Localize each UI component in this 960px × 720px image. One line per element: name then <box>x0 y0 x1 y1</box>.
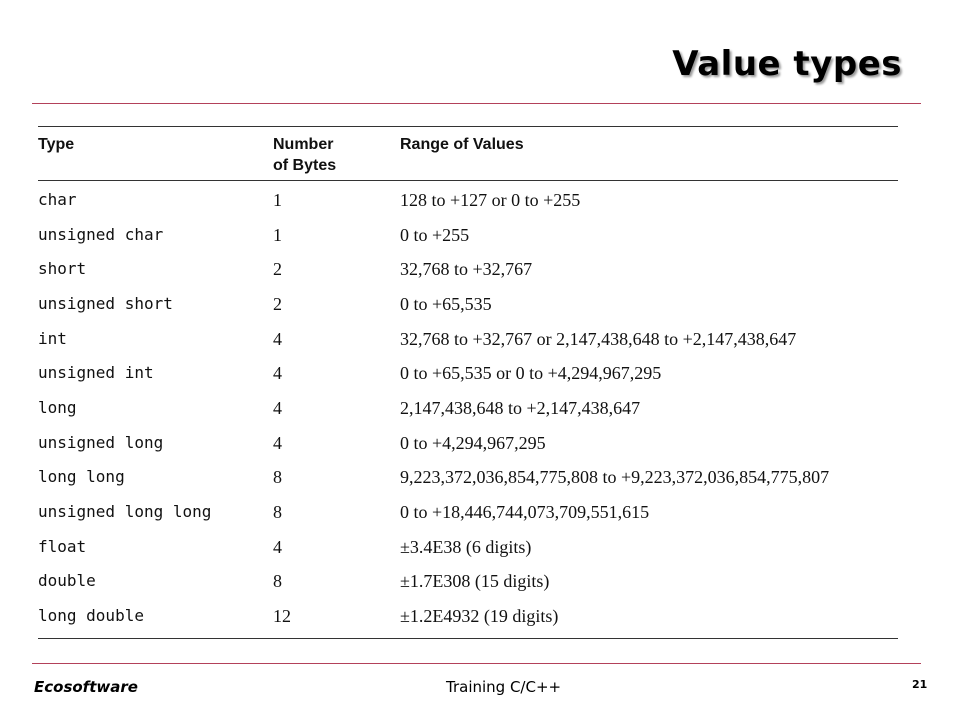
header-bytes-line1: Number <box>273 136 334 153</box>
table-row: long 4 2,147,438,648 to +2,147,438,647 <box>38 391 898 426</box>
cell-range: 0 to +18,446,744,073,709,551,615 <box>400 501 650 522</box>
cell-type: unsigned char <box>38 224 164 244</box>
cell-range: 32,768 to +32,767 or 2,147,438,648 to +2… <box>400 328 797 349</box>
cell-range: 32,768 to +32,767 <box>400 259 533 280</box>
cell-range: ±1.7E308 (15 digits) <box>400 571 550 592</box>
cell-type: unsigned int <box>38 363 154 383</box>
cell-range: 2,147,438,648 to +2,147,438,647 <box>400 397 641 418</box>
cell-range: ±1.2E4932 (19 digits) <box>400 605 559 626</box>
cell-bytes: 8 <box>273 501 282 522</box>
table-row: unsigned long long 8 0 to +18,446,744,07… <box>38 495 898 530</box>
footer-brand: Ecosoftware <box>34 678 138 696</box>
header-type: Type <box>38 136 75 153</box>
footer-course-title: Training C/C++ <box>446 678 562 696</box>
slide-title: Value types <box>672 44 902 84</box>
cell-range: 0 to +65,535 or 0 to +4,294,967,295 <box>400 363 662 384</box>
cell-bytes: 8 <box>273 571 282 592</box>
table-row: int 4 32,768 to +32,767 or 2,147,438,648… <box>38 322 898 357</box>
cell-bytes: 1 <box>273 224 282 245</box>
cell-type: unsigned long long <box>38 501 212 521</box>
table-bottom-line <box>38 637 898 639</box>
cell-type: long long <box>38 467 125 487</box>
table-header-line <box>38 180 898 181</box>
table-row: unsigned char 1 0 to +255 <box>38 218 898 253</box>
table-row: unsigned long 4 0 to +4,294,967,295 <box>38 426 898 461</box>
table-row: char 1 128 to +127 or 0 to +255 <box>38 183 898 218</box>
table-body: char 1 128 to +127 or 0 to +255 unsigned… <box>38 181 898 634</box>
cell-type: short <box>38 259 87 279</box>
table-row: unsigned short 2 0 to +65,535 <box>38 287 898 322</box>
cell-type: unsigned long <box>38 432 164 452</box>
bottom-divider <box>32 663 921 664</box>
cell-type: long double <box>38 605 144 625</box>
header-bytes: Number of Bytes <box>273 134 336 176</box>
cell-range: 0 to +4,294,967,295 <box>400 432 546 453</box>
cell-bytes: 2 <box>273 293 282 314</box>
cell-bytes: 2 <box>273 259 282 280</box>
cell-range: ±3.4E38 (6 digits) <box>400 536 532 557</box>
page-number: 21 <box>912 678 928 691</box>
table-top-line <box>38 126 898 127</box>
cell-range: 9,223,372,036,854,775,808 to +9,223,372,… <box>400 467 830 488</box>
cell-type: char <box>38 190 77 209</box>
cell-bytes: 4 <box>273 397 282 418</box>
table-row: long long 8 9,223,372,036,854,775,808 to… <box>38 460 898 495</box>
table-header: Type Number of Bytes Range of Values <box>38 127 898 180</box>
top-divider <box>32 103 921 104</box>
table-row: double 8 ±1.7E308 (15 digits) <box>38 564 898 599</box>
cell-bytes: 4 <box>273 328 282 349</box>
cell-bytes: 4 <box>273 432 282 453</box>
cell-bytes: 4 <box>273 363 282 384</box>
cell-range: 128 to +127 or 0 to +255 <box>400 190 581 210</box>
header-bytes-line2: of Bytes <box>273 157 337 174</box>
cell-bytes: 12 <box>273 605 291 626</box>
cell-type: float <box>38 536 87 556</box>
cell-type: int <box>38 328 67 348</box>
cell-bytes: 4 <box>273 536 282 557</box>
table-row: unsigned int 4 0 to +65,535 or 0 to +4,2… <box>38 356 898 391</box>
cell-range: 0 to +255 <box>400 224 470 245</box>
cell-type: unsigned short <box>38 293 173 313</box>
value-types-table: Type Number of Bytes Range of Values cha… <box>38 126 898 639</box>
cell-type: long <box>38 397 77 417</box>
cell-range: 0 to +65,535 <box>400 293 492 314</box>
cell-type: double <box>38 571 96 591</box>
table-row: long double 12 ±1.2E4932 (19 digits) <box>38 599 898 634</box>
cell-bytes: 8 <box>273 467 282 488</box>
cell-bytes: 1 <box>273 190 282 210</box>
table-row: float 4 ±3.4E38 (6 digits) <box>38 530 898 565</box>
header-range: Range of Values <box>400 136 524 153</box>
table-row: short 2 32,768 to +32,767 <box>38 252 898 287</box>
